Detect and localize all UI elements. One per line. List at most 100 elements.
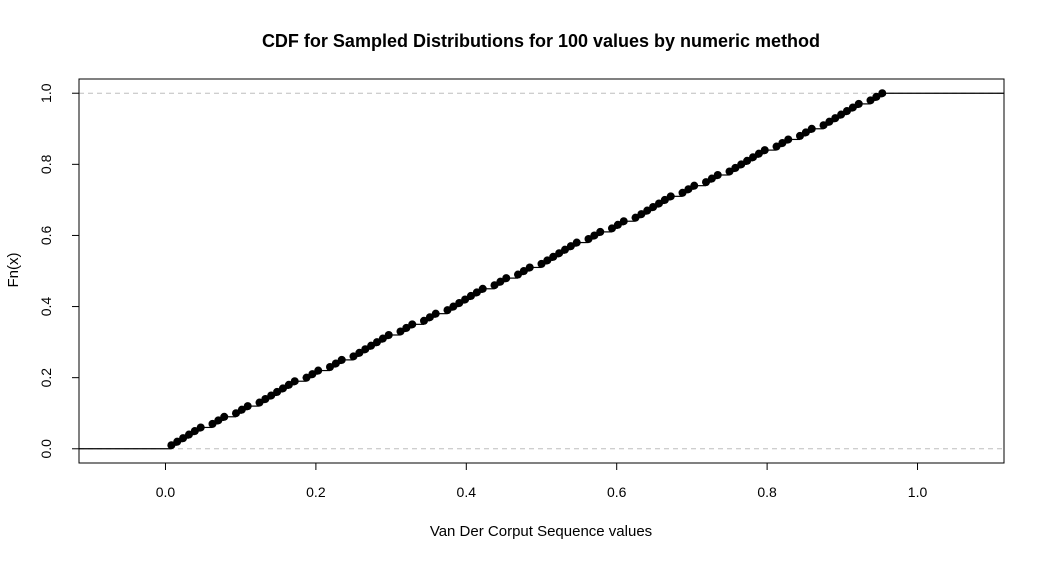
data-point [173,437,182,446]
x-tick-label: 0.4 [457,484,477,500]
data-point [431,309,440,318]
data-point [325,363,334,371]
data-point [478,284,487,293]
data-point [584,235,593,243]
data-point [449,302,458,311]
data-point [273,387,282,396]
data-point [690,181,699,190]
data-point [796,131,805,140]
data-point [743,156,752,165]
chart-title: CDF for Sampled Distributions for 100 va… [262,31,820,51]
data-point [655,199,664,208]
data-point [461,295,470,304]
data-point [649,203,658,211]
data-point [314,366,323,375]
data-point [819,121,828,130]
data-point [455,299,464,307]
data-point [772,142,781,151]
data-point [713,171,722,179]
data-point [637,210,646,219]
y-tick-label: 0.2 [38,368,54,388]
data-point [231,409,240,418]
data-point [549,252,558,261]
data-point [167,441,176,450]
data-point [784,135,793,144]
data-point [243,402,252,411]
data-point [408,320,417,329]
data-point [367,341,376,350]
plot-frame [78,78,1005,464]
data-point [731,163,740,172]
data-point [555,249,564,258]
data-point [678,188,687,197]
data-point [643,206,652,215]
data-point [866,96,875,105]
data-point [519,267,528,275]
data-point [337,355,346,364]
data-point [419,316,428,325]
y-tick-label: 0.6 [38,226,54,246]
data-point [361,345,370,354]
x-tick-label: 0.6 [607,484,627,500]
y-tick-label: 1.0 [38,83,54,103]
data-point [725,167,734,176]
data-point [425,313,434,322]
data-point [513,270,522,279]
data-point [349,352,358,361]
data-point [848,103,857,112]
data-point [596,227,605,236]
x-axis-ticks: 0.0 0.2 0.4 0.6 0.8 1.0 [156,463,928,500]
data-point [707,174,716,183]
data-point [502,274,511,283]
data-point [308,370,317,379]
data-point [543,256,552,265]
data-point [214,416,223,425]
data-point [237,405,246,414]
data-point [278,384,287,393]
data-points [167,89,887,450]
x-tick-label: 0.0 [156,484,176,500]
y-tick-label: 0.4 [38,297,54,317]
x-tick-label: 0.2 [306,484,326,500]
data-point [255,398,264,407]
data-point [537,259,546,268]
data-point [590,231,599,240]
data-point [801,128,810,137]
x-tick-label: 1.0 [908,484,928,500]
data-point [825,117,834,126]
data-point [619,217,628,226]
data-point [402,323,411,332]
data-point [749,153,758,162]
y-axis-label: Fn(x) [5,253,22,288]
data-point [302,373,311,382]
data-point [684,185,693,194]
data-point [220,412,229,421]
data-point [384,331,393,339]
data-point [490,281,499,290]
data-point [472,288,481,297]
data-point [737,160,746,169]
data-point [443,306,452,315]
data-point [854,99,863,108]
data-point [355,348,364,357]
data-point [184,430,193,439]
data-point [378,334,387,343]
data-point [261,395,270,403]
data-point [572,238,581,247]
reference-lines [79,92,1004,450]
y-tick-label: 0.0 [38,439,54,459]
data-point [778,139,787,147]
y-tick-label: 0.8 [38,154,54,174]
data-point [660,195,669,204]
x-tick-label: 0.8 [757,484,777,500]
data-point [843,107,852,115]
data-point [631,213,640,222]
data-point [208,419,217,428]
data-point [831,114,840,123]
data-point [331,359,340,368]
data-point [290,377,299,386]
data-point [284,380,293,389]
